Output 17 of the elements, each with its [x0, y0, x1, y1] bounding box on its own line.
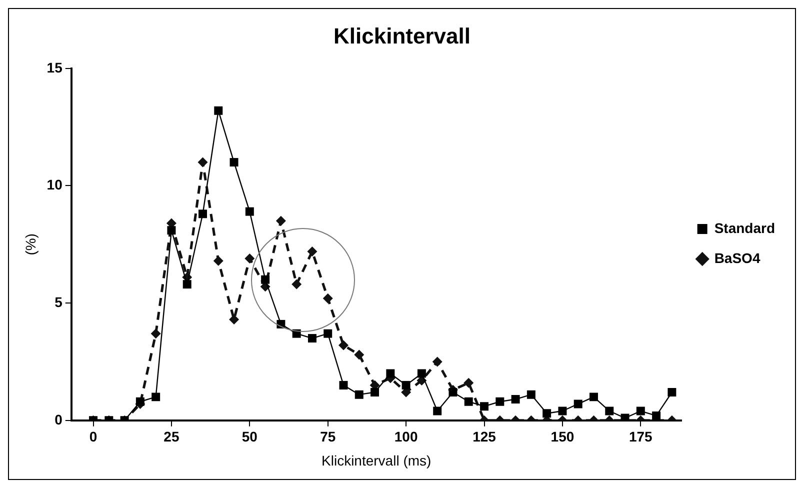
- y-tick-label: 5: [54, 294, 63, 310]
- y-tick-label: 15: [46, 59, 63, 76]
- y-tick-label: 10: [46, 176, 63, 193]
- x-tick-label: 0: [89, 428, 98, 445]
- y-tick-label: 0: [54, 411, 63, 428]
- legend-label: Standard: [714, 220, 776, 236]
- x-tick-label: 125: [472, 428, 496, 445]
- x-axis-title: Klickintervall (ms): [322, 452, 432, 468]
- y-axis-title: (%): [22, 234, 38, 256]
- x-tick-label: 150: [550, 428, 574, 445]
- legend-label: BaSO4: [714, 250, 760, 266]
- x-tick-label: 175: [628, 428, 653, 445]
- x-tick-label: 75: [320, 428, 336, 445]
- chart-title: Klickintervall: [334, 23, 470, 48]
- x-tick-label: 50: [242, 428, 258, 445]
- x-tick-label: 25: [164, 428, 180, 445]
- x-tick-label: 100: [394, 428, 418, 445]
